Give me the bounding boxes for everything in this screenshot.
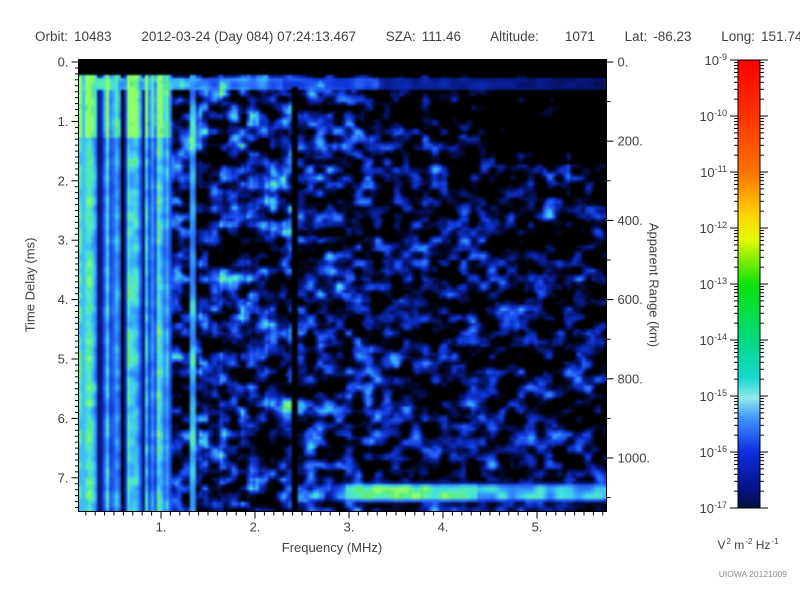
- y-tick-label: 4.: [58, 292, 69, 307]
- right-tick-label: 600.: [618, 292, 643, 307]
- y-tick-label: 0.: [58, 55, 69, 70]
- colorbar-tick-label: 10-16: [700, 444, 727, 460]
- orbit-value: 10483: [74, 29, 112, 44]
- y-tick-label: 6.: [58, 411, 69, 426]
- y-tick-label: 5.: [58, 352, 69, 367]
- colorbar-tick-label: 10-12: [700, 220, 727, 236]
- right-tick-label: 0.: [618, 55, 629, 70]
- colorbar-tick-label: 10-15: [700, 388, 727, 404]
- y-tick-label: 2.: [58, 173, 69, 188]
- x-tick-label: 2.: [250, 520, 261, 535]
- colorbar-tick-label: 10-13: [700, 276, 727, 292]
- long-label: Long:: [721, 29, 756, 44]
- right-tick-label: 200.: [618, 134, 643, 149]
- colorbar-tick-label: 10-17: [700, 500, 727, 516]
- altitude-readout: Altitude: 1071: [490, 29, 595, 44]
- colorbar-tick-label: 10-11: [700, 164, 727, 180]
- colorbar-tick-label: 10-14: [700, 332, 727, 348]
- sza-value: 111.46: [421, 29, 462, 44]
- y-tick-label: 3.: [58, 233, 69, 248]
- y-tick-label: 7.: [58, 470, 69, 485]
- x-tick-label: 4.: [438, 520, 449, 535]
- x-tick-label: 1.: [156, 520, 167, 535]
- x-tick-label: 5.: [532, 520, 543, 535]
- y-tick-label: 1.: [58, 114, 69, 129]
- altitude-value: 1071: [564, 29, 595, 44]
- orbit-label: Orbit:: [35, 29, 69, 44]
- long-readout: Long: 151.74: [721, 29, 800, 44]
- y-axis-label-right: Apparent Range (km): [646, 222, 662, 348]
- lat-readout: Lat: -86.23: [625, 29, 692, 44]
- datetime-readout: 2012-03-24 (Day 084) 07:24:13.467: [141, 29, 356, 44]
- sza-readout: SZA: 111.46: [386, 29, 461, 44]
- sza-label: SZA:: [385, 29, 416, 44]
- right-tick-label: 400.: [618, 213, 643, 228]
- colorbar-tick-label: 10-10: [700, 108, 727, 124]
- header-readout: Orbit: 10483 2012-03-24 (Day 084) 07:24:1…: [35, 29, 800, 44]
- x-axis-label: Frequency (MHz): [281, 540, 383, 555]
- colorbar-gradient: [738, 60, 760, 508]
- x-tick-label: 3.: [344, 520, 355, 535]
- long-value: 151.74: [761, 29, 800, 44]
- uiowa-credit: UIOWA 20121009: [718, 569, 787, 579]
- lat-value: -86.23: [653, 29, 692, 44]
- altitude-label: Altitude:: [490, 29, 539, 44]
- colorbar-unit-label: V2 m-2 Hz-1: [717, 537, 779, 552]
- right-tick-label: 800.: [618, 371, 643, 386]
- spectrogram-canvas: [79, 60, 606, 511]
- y-axis-label-left: Time Delay (ms): [22, 237, 38, 333]
- colorbar-frame: [737, 59, 761, 509]
- orbit-readout: Orbit: 10483: [35, 29, 112, 44]
- colorbar-tick-label: 10-9: [705, 52, 727, 68]
- right-tick-label: 1000.: [618, 451, 651, 466]
- lat-label: Lat:: [624, 29, 648, 44]
